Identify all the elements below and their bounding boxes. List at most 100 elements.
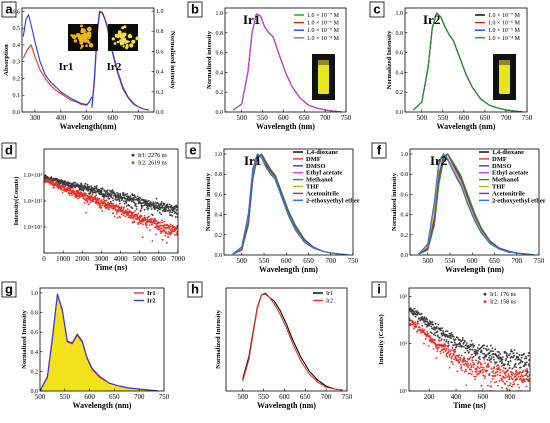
data-point (482, 374, 485, 376)
x-tick-label: 500 (35, 393, 46, 401)
data-point (158, 211, 161, 214)
data-point (490, 367, 493, 370)
data-point (472, 356, 475, 358)
data-point (451, 346, 454, 349)
y-tick-label: 0.6 (401, 192, 409, 198)
data-point (439, 350, 442, 353)
data-point (176, 225, 178, 228)
y-tick-label: 0.2 (396, 90, 404, 96)
data-point (474, 378, 476, 381)
panel-tag-box (371, 281, 387, 298)
data-point (507, 373, 510, 375)
data-point (73, 181, 75, 184)
powder-grain (86, 31, 92, 37)
legend-label: 2-ethoxyethyl ether (306, 197, 360, 204)
data-point (494, 374, 497, 377)
data-point (520, 372, 522, 374)
data-point (80, 183, 83, 186)
data-point (108, 192, 110, 195)
powder-grain (80, 47, 82, 50)
data-point (511, 385, 513, 388)
data-point (477, 370, 480, 373)
data-point (471, 370, 474, 373)
data-point (499, 371, 502, 374)
data-point (443, 345, 445, 348)
data-point (516, 352, 518, 354)
data-point (413, 307, 416, 310)
data-point (125, 201, 128, 204)
data-point (491, 378, 494, 380)
data-point (490, 357, 493, 360)
data-point (124, 215, 127, 218)
data-point (450, 332, 453, 334)
data-point (424, 337, 427, 340)
data-point (119, 216, 121, 219)
data-point (469, 363, 472, 365)
data-point (483, 344, 486, 347)
data-point (512, 356, 514, 359)
sample-photo-2 (108, 24, 140, 51)
data-point (447, 348, 450, 351)
data-point (75, 196, 77, 199)
data-point (448, 366, 451, 369)
data-point (424, 323, 426, 325)
y-tick-label: 0.0 (396, 110, 404, 116)
data-point (414, 315, 417, 318)
data-point (410, 323, 413, 326)
data-point (520, 356, 523, 359)
data-point (497, 354, 500, 357)
data-point (86, 183, 89, 186)
data-point (453, 341, 456, 344)
data-point (478, 373, 480, 375)
x-tick-label: 700 (320, 114, 331, 122)
data-point (95, 194, 98, 197)
data-point (149, 201, 152, 203)
x-tick-label: 500 (423, 257, 434, 265)
powder-grain (120, 43, 122, 46)
data-point (511, 350, 513, 353)
data-point (479, 361, 482, 364)
cuvette-cap (499, 60, 510, 65)
data-point (506, 353, 508, 355)
data-point (421, 315, 424, 318)
data-point (115, 203, 118, 206)
data-point (457, 358, 460, 361)
data-point (174, 233, 176, 236)
data-point (443, 348, 446, 350)
data-point (155, 233, 158, 236)
data-point (444, 345, 447, 347)
y-tick-label: 1.0 (401, 152, 409, 158)
data-point (169, 214, 171, 217)
y-tick-label: 1.0 (216, 11, 224, 17)
data-point (496, 373, 499, 376)
data-point (470, 365, 473, 367)
axes-frame (223, 148, 354, 256)
data-point (441, 327, 443, 329)
data-point (166, 224, 169, 227)
data-point (166, 210, 169, 212)
data-point (128, 205, 131, 207)
data-point (111, 189, 114, 191)
y-tick-label: 0.8 (401, 172, 409, 178)
data-point (511, 378, 514, 381)
panel-e: e 500 550 600 650 700 750 0.0 0.2 0.4 0.6 0.8 1.0 Wav… (185, 142, 360, 274)
data-point (63, 187, 66, 189)
data-point (494, 362, 496, 365)
data-point (478, 344, 480, 346)
data-point (474, 348, 476, 351)
data-point (134, 210, 137, 212)
panel-tag-box (185, 142, 201, 159)
data-point (478, 355, 481, 358)
data-point (74, 190, 76, 193)
powder-grain (131, 39, 136, 44)
panel-b: b 500 550 600 650 700 750 0.0 0.2 0.4 0.6 0.8 1.0 Wav… (187, 2, 352, 131)
data-point (453, 358, 456, 361)
data-point (92, 200, 94, 203)
data-point (141, 221, 144, 223)
data-point (122, 194, 125, 197)
y-tick-label: 0.1 (13, 93, 21, 99)
data-point (87, 203, 90, 206)
powder-grain (113, 42, 117, 45)
